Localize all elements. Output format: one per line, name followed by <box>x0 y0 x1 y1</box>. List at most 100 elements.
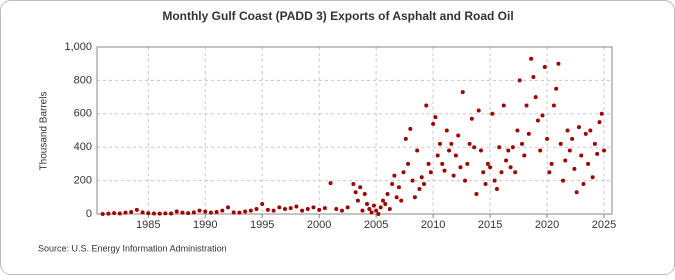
point <box>322 206 327 211</box>
point <box>371 203 376 208</box>
point <box>360 208 365 213</box>
y-tick-label: 600 <box>74 108 92 120</box>
point <box>231 210 236 215</box>
point <box>440 161 445 166</box>
x-tick-label: 2025 <box>592 219 616 231</box>
point <box>422 181 427 186</box>
point <box>157 211 162 216</box>
point <box>419 175 424 180</box>
point <box>396 185 401 190</box>
point <box>519 141 524 146</box>
point <box>401 170 406 175</box>
point <box>428 170 433 175</box>
point <box>451 173 456 178</box>
point <box>526 131 531 136</box>
point <box>474 191 479 196</box>
point <box>288 206 293 211</box>
point <box>134 207 139 212</box>
point <box>490 111 495 116</box>
point <box>300 208 305 213</box>
point <box>123 210 128 215</box>
point <box>586 161 591 166</box>
point <box>554 86 559 91</box>
point <box>214 209 219 214</box>
point <box>260 201 265 206</box>
point <box>191 210 196 215</box>
point <box>583 131 588 136</box>
point <box>203 209 208 214</box>
point <box>220 208 225 213</box>
point <box>447 148 452 153</box>
point <box>463 178 468 183</box>
x-tick-label: 1985 <box>136 219 160 231</box>
y-tick-label: 200 <box>74 175 92 187</box>
point <box>476 108 481 113</box>
x-tick-label: 2000 <box>307 219 331 231</box>
point <box>494 186 499 191</box>
point <box>406 161 411 166</box>
point <box>501 103 506 108</box>
point <box>524 103 529 108</box>
point <box>424 103 429 108</box>
point <box>602 148 607 153</box>
point <box>100 212 105 216</box>
point <box>112 211 117 216</box>
point <box>277 205 282 210</box>
point <box>595 151 600 156</box>
point <box>435 153 440 158</box>
point <box>399 198 404 203</box>
point <box>529 56 534 61</box>
point <box>415 148 420 153</box>
point <box>545 136 550 141</box>
point <box>574 190 579 195</box>
point <box>469 116 474 121</box>
point <box>151 211 156 216</box>
point <box>478 148 483 153</box>
point <box>567 148 572 153</box>
point <box>458 165 463 170</box>
point <box>456 133 461 138</box>
chart-title: Monthly Gulf Coast (PADD 3) Exports of A… <box>162 9 513 23</box>
point <box>369 210 374 215</box>
point <box>106 211 111 216</box>
point <box>237 210 242 215</box>
point <box>515 128 520 133</box>
point <box>408 126 413 131</box>
point <box>522 153 527 158</box>
x-tick-label: 2005 <box>364 219 388 231</box>
point <box>506 148 511 153</box>
point <box>510 145 515 150</box>
point <box>442 168 447 173</box>
point <box>305 206 310 211</box>
point <box>579 153 584 158</box>
point <box>535 118 540 123</box>
point <box>570 136 575 141</box>
point <box>339 208 344 213</box>
point <box>169 211 174 216</box>
point <box>426 161 431 166</box>
point <box>282 206 287 211</box>
point <box>380 198 385 203</box>
point <box>385 191 390 196</box>
point <box>556 61 561 66</box>
point <box>365 201 370 206</box>
point <box>392 173 397 178</box>
source: Source: U.S. Energy Information Administ… <box>38 243 227 253</box>
point <box>433 115 438 120</box>
point <box>410 178 415 183</box>
point <box>265 207 270 212</box>
point <box>492 178 497 183</box>
x-tick-label: 2015 <box>478 219 502 231</box>
point <box>551 103 556 108</box>
point <box>390 181 395 186</box>
point <box>565 128 570 133</box>
point <box>254 206 259 211</box>
point <box>311 205 316 210</box>
point <box>417 186 422 191</box>
point <box>592 141 597 146</box>
point <box>146 211 151 216</box>
point <box>403 136 408 141</box>
point <box>472 145 477 150</box>
point <box>387 206 392 211</box>
